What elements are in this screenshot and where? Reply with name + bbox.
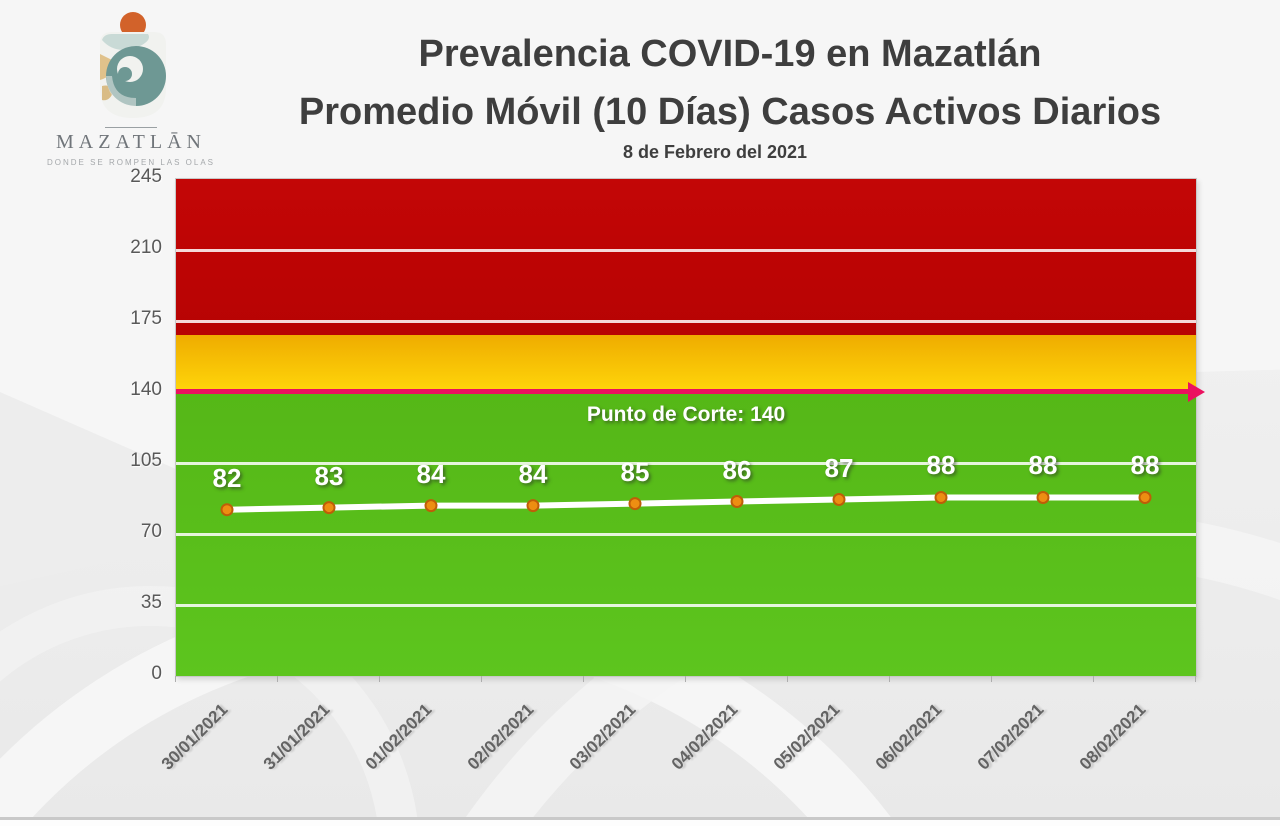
grid-line-210: [176, 248, 1196, 252]
x-tick-mark: [481, 676, 482, 682]
series-line: [220, 491, 1152, 517]
grid-line-70: [176, 532, 1196, 536]
x-tick-mark: [991, 676, 992, 682]
y-tick-label: 35: [140, 592, 162, 613]
mazatlan-logo: MAZATLĀN DONDE SE ROMPEN LAS OLAS: [36, 10, 226, 167]
y-tick-label: 245: [130, 166, 162, 187]
data-label: 88: [1130, 450, 1160, 481]
data-label: 87: [824, 452, 854, 483]
y-tick-label: 70: [140, 521, 162, 542]
data-point: [424, 499, 438, 513]
data-label: 86: [722, 454, 752, 485]
data-label: 85: [620, 456, 650, 487]
data-label: 82: [212, 462, 242, 493]
grid-line-35: [176, 603, 1196, 607]
data-point: [832, 493, 846, 506]
y-tick-label: 0: [151, 663, 162, 684]
x-tick-mark: [1195, 676, 1196, 682]
grid-line-105: [176, 461, 1196, 465]
chart-date: 8 de Febrero del 2021: [622, 142, 808, 162]
x-tick-mark: [379, 676, 380, 682]
logo-divider: [105, 127, 157, 128]
chart-title: Prevalencia COVID-19 en Mazatlán: [418, 33, 1042, 75]
cutoff-label: Punto de Corte: 140: [586, 403, 786, 426]
band-red: [176, 179, 1196, 336]
data-point: [934, 491, 948, 504]
logo-tagline-text: DONDE SE ROMPEN LAS OLAS: [46, 158, 216, 167]
x-tick-mark: [277, 676, 278, 682]
data-point: [322, 501, 336, 515]
grid-line-175: [176, 319, 1196, 323]
data-point: [1138, 491, 1152, 504]
x-tick-mark: [175, 676, 176, 682]
band-yellow: [176, 335, 1196, 392]
cutoff-arrow-icon: [1188, 382, 1205, 402]
data-point: [220, 503, 234, 517]
data-label: 84: [518, 458, 548, 489]
y-tick-label: 140: [130, 379, 162, 400]
x-tick-mark: [685, 676, 686, 682]
bottom-border: [0, 817, 1280, 820]
data-label: 84: [416, 458, 446, 489]
logo-brand-text: MAZATLĀN: [56, 131, 206, 153]
bottom-margin: [0, 820, 1280, 826]
data-label: 88: [1028, 450, 1058, 481]
y-tick-label: 105: [130, 450, 162, 471]
y-tick-label: 210: [130, 237, 162, 258]
data-label: 83: [314, 460, 344, 491]
shell-logo-icon: [100, 12, 166, 118]
data-point: [628, 497, 642, 511]
x-tick-mark: [889, 676, 890, 682]
y-tick-label: 175: [130, 308, 162, 329]
data-point: [526, 499, 540, 513]
x-tick-mark: [1093, 676, 1094, 682]
plot-area: Punto de Corte: 140 82 83 84 84 85 86 87 88 88 88: [175, 178, 1205, 677]
data-label: 88: [926, 450, 956, 481]
data-point: [1036, 491, 1050, 504]
cutoff-line: [176, 389, 1190, 394]
chart-subtitle: Promedio Móvil (10 Días) Casos Activos D…: [298, 91, 1162, 133]
x-tick-mark: [583, 676, 584, 682]
data-point: [730, 495, 744, 508]
x-tick-mark: [787, 676, 788, 682]
